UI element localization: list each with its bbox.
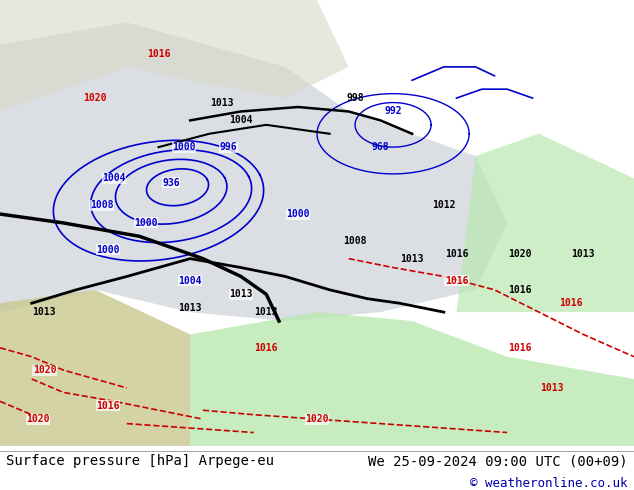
- Text: 1016: 1016: [508, 285, 532, 295]
- Text: 1013: 1013: [400, 254, 424, 264]
- Text: 1013: 1013: [540, 383, 564, 393]
- Text: We 25-09-2024 09:00 UTC (00+09): We 25-09-2024 09:00 UTC (00+09): [368, 454, 628, 468]
- Text: 1016: 1016: [508, 343, 532, 353]
- Text: 996: 996: [219, 142, 237, 152]
- Text: 1020: 1020: [32, 365, 56, 375]
- Text: 1004: 1004: [178, 276, 202, 286]
- Text: 1020: 1020: [508, 249, 532, 259]
- Polygon shape: [0, 0, 349, 112]
- Text: 1004: 1004: [102, 173, 126, 183]
- Text: 1000: 1000: [134, 218, 158, 228]
- Text: 1008: 1008: [89, 200, 113, 210]
- Text: 1013: 1013: [229, 289, 253, 299]
- Text: 1012: 1012: [432, 200, 456, 210]
- Text: 1020: 1020: [83, 93, 107, 103]
- Polygon shape: [0, 290, 190, 446]
- Text: 1000: 1000: [172, 142, 196, 152]
- Text: Surface pressure [hPa] Arpege-eu: Surface pressure [hPa] Arpege-eu: [6, 454, 275, 468]
- Text: 1008: 1008: [343, 236, 367, 246]
- Polygon shape: [456, 134, 634, 312]
- Text: 1016: 1016: [96, 401, 120, 411]
- Text: 1016: 1016: [559, 298, 583, 308]
- Text: 1000: 1000: [96, 245, 120, 255]
- Text: 1000: 1000: [286, 209, 310, 219]
- Polygon shape: [190, 312, 634, 446]
- Text: 1016: 1016: [146, 49, 171, 58]
- Text: 1004: 1004: [229, 115, 253, 125]
- Text: 1020: 1020: [305, 414, 329, 424]
- Text: 1013: 1013: [571, 249, 595, 259]
- Text: 1013: 1013: [178, 303, 202, 313]
- Text: 1016: 1016: [444, 276, 469, 286]
- Text: 968: 968: [372, 142, 389, 152]
- Text: 936: 936: [162, 178, 180, 188]
- Text: 1016: 1016: [254, 343, 278, 353]
- Text: 998: 998: [346, 93, 364, 103]
- Text: 992: 992: [384, 106, 402, 117]
- Polygon shape: [0, 22, 507, 321]
- Text: 1013: 1013: [254, 307, 278, 317]
- Text: 1013: 1013: [210, 98, 234, 108]
- Text: 1020: 1020: [26, 414, 50, 424]
- Text: 1013: 1013: [32, 307, 55, 317]
- Text: 1016: 1016: [444, 249, 469, 259]
- Text: © weatheronline.co.uk: © weatheronline.co.uk: [470, 477, 628, 490]
